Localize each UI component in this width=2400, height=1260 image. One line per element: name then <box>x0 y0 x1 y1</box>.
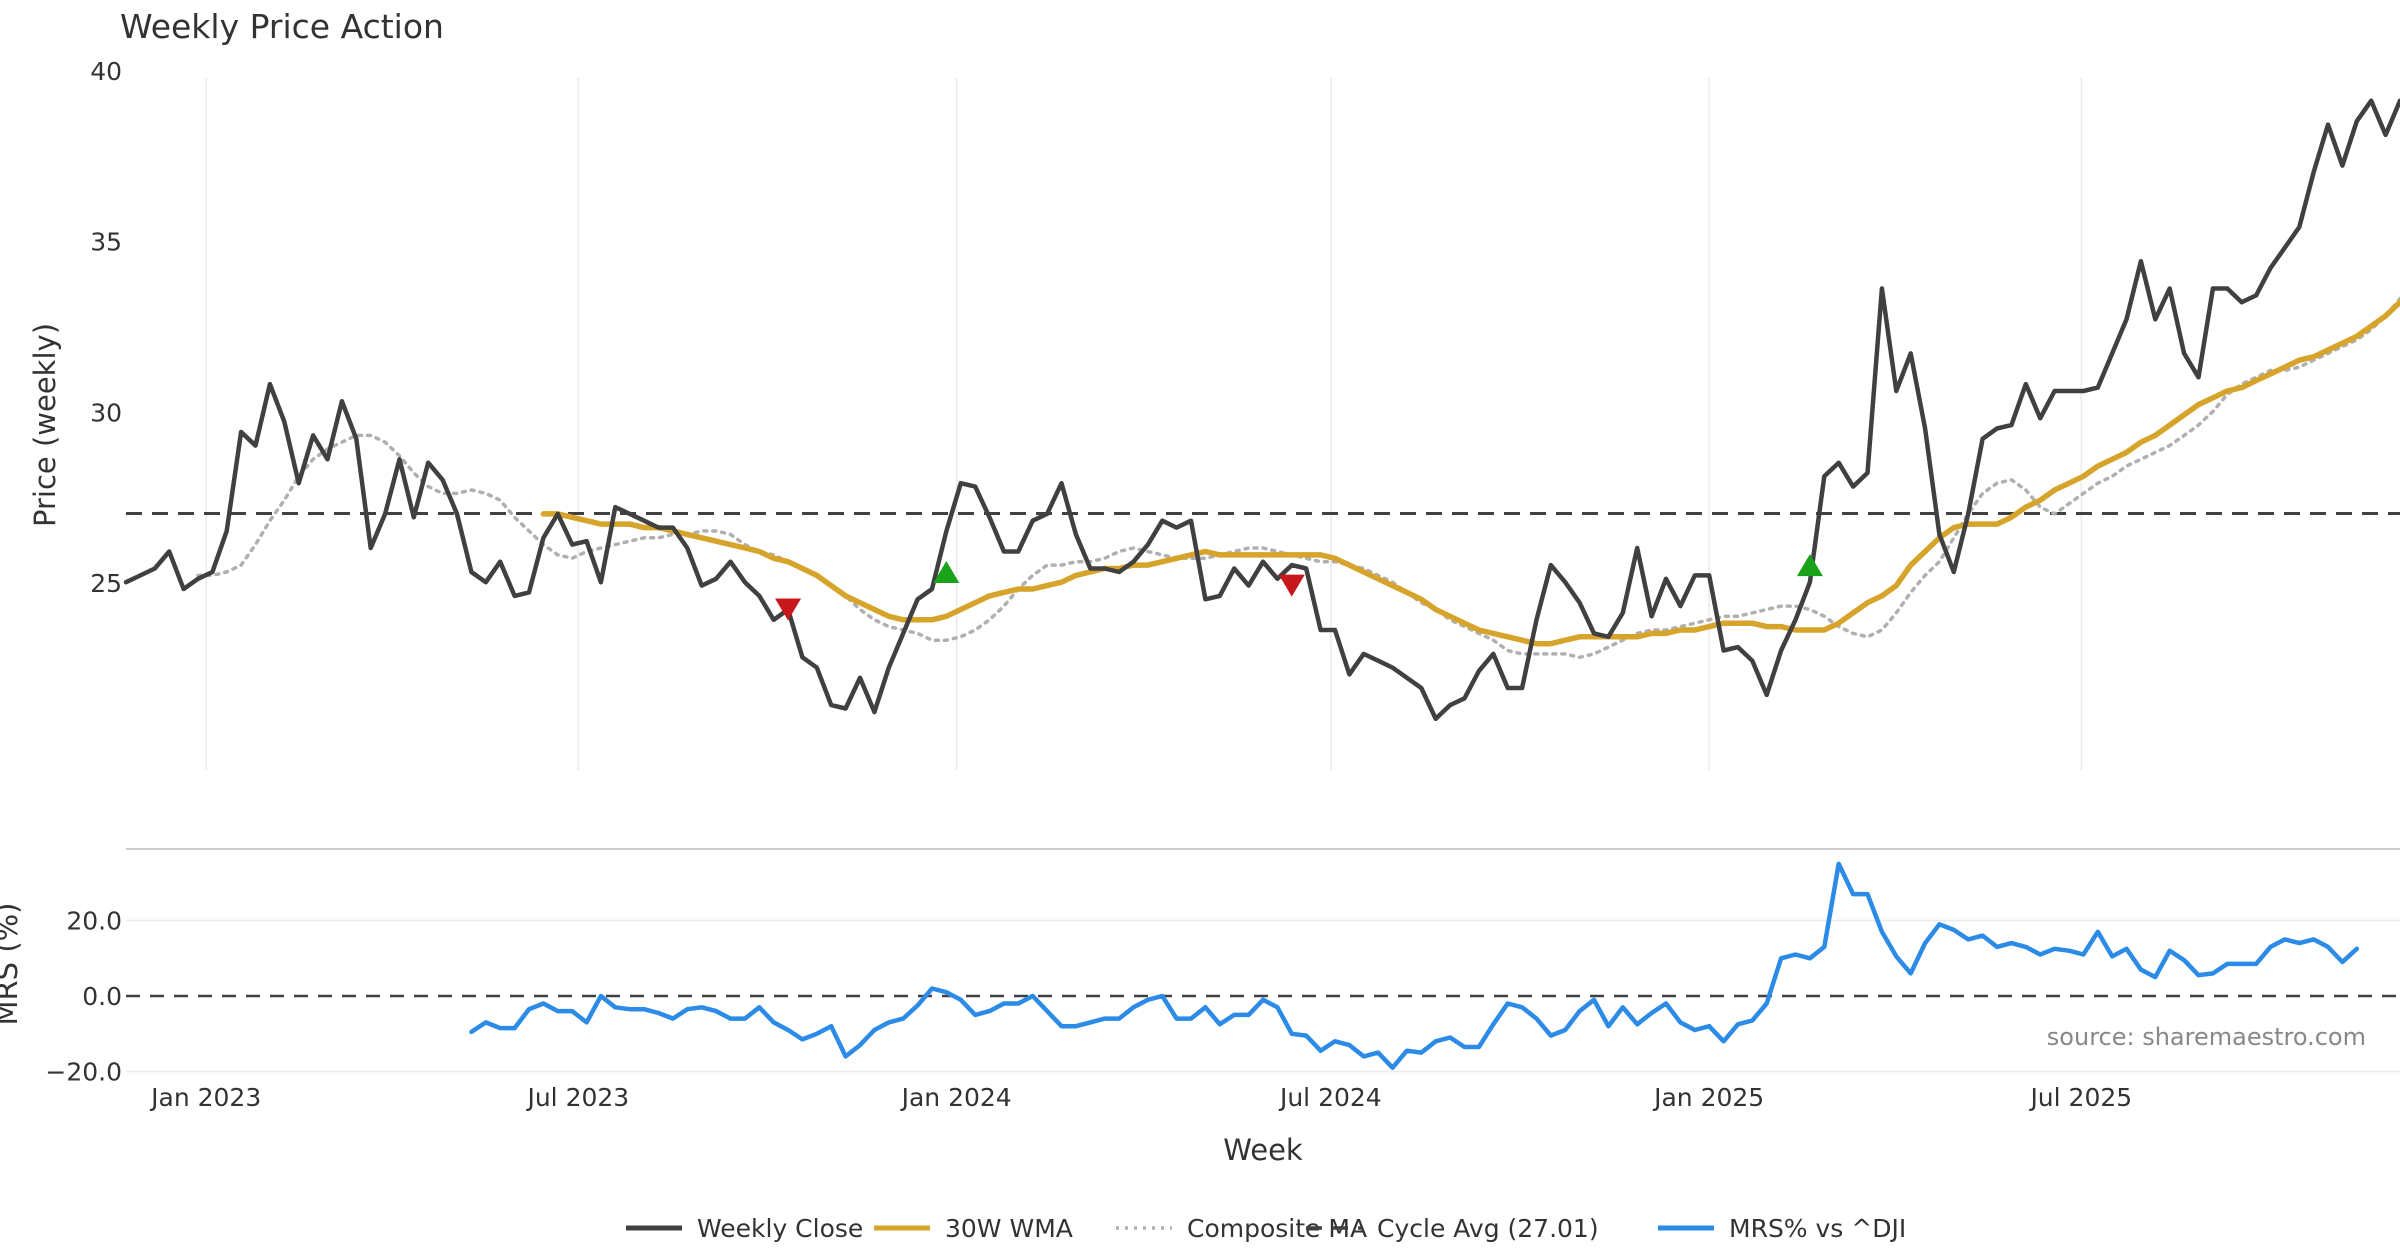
mrs-y-tick-2: −20.0 <box>45 1058 122 1087</box>
price-y-tick-0: 25 <box>90 569 122 598</box>
x-tick-5: Jul 2025 <box>2028 1083 2132 1112</box>
price-y-tick-labels: 25 30 35 40 <box>90 57 122 598</box>
mrs-series <box>126 861 2400 1070</box>
legend-label-1: 30W WMA <box>945 1214 1073 1243</box>
mrs-y-axis-label: MRS (%) <box>0 903 24 1026</box>
series-line-weekly-close <box>123 98 2400 722</box>
price-y-tick-1: 30 <box>90 398 122 427</box>
legend-label-0: Weekly Close <box>697 1214 863 1243</box>
signal-sell-0 <box>775 598 802 621</box>
chart-title: Weekly Price Action <box>120 7 444 46</box>
signal-markers <box>775 554 1823 621</box>
x-tick-2: Jan 2024 <box>900 1083 1012 1112</box>
x-tick-labels: Jan 2023 Jul 2023 Jan 2024 Jul 2024 Jan 2025… <box>149 1083 2132 1112</box>
price-y-tick-2: 35 <box>90 228 122 257</box>
price-grid <box>205 78 2083 770</box>
legend-label-3: Cycle Avg (27.01) <box>1377 1214 1599 1243</box>
mrs-y-tick-1: 0.0 <box>82 982 122 1011</box>
legend-label-4: MRS% vs ^DJI <box>1729 1214 1906 1243</box>
x-tick-3: Jul 2024 <box>1278 1083 1382 1112</box>
series-line-30w-wma <box>540 298 2400 647</box>
mrs-grid <box>126 919 2400 1073</box>
signal-buy-1 <box>933 560 960 583</box>
x-axis-label: Week <box>1223 1133 1303 1167</box>
price-series <box>123 98 2400 722</box>
source-note: source: sharemaestro.com <box>2047 1023 2366 1051</box>
legend: Weekly Close 30W WMA Composite MA Cycle Avg… <box>626 1214 1906 1243</box>
signal-buy-3 <box>1796 554 1823 577</box>
price-y-axis-label: Price (weekly) <box>28 323 62 527</box>
x-tick-1: Jul 2023 <box>525 1083 629 1112</box>
signal-sell-2 <box>1278 574 1305 597</box>
series-line-mrs <box>469 861 2360 1070</box>
x-tick-0: Jan 2023 <box>149 1083 261 1112</box>
mrs-y-tick-labels: 20.0 0.0 −20.0 <box>45 907 122 1087</box>
x-tick-4: Jan 2025 <box>1652 1083 1764 1112</box>
price-y-tick-3: 40 <box>90 57 122 86</box>
mrs-y-tick-0: 20.0 <box>66 907 122 936</box>
